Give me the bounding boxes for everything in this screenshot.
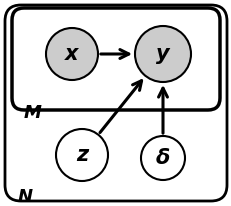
Circle shape (46, 28, 97, 80)
Text: z: z (76, 145, 88, 165)
Text: N: N (18, 188, 33, 206)
Circle shape (134, 26, 190, 82)
FancyBboxPatch shape (12, 8, 219, 110)
Text: x: x (65, 44, 78, 64)
FancyBboxPatch shape (5, 5, 226, 201)
Circle shape (140, 136, 184, 180)
Circle shape (56, 129, 108, 181)
Text: y: y (155, 44, 169, 64)
Text: M: M (24, 104, 42, 122)
Text: δ: δ (155, 148, 170, 168)
